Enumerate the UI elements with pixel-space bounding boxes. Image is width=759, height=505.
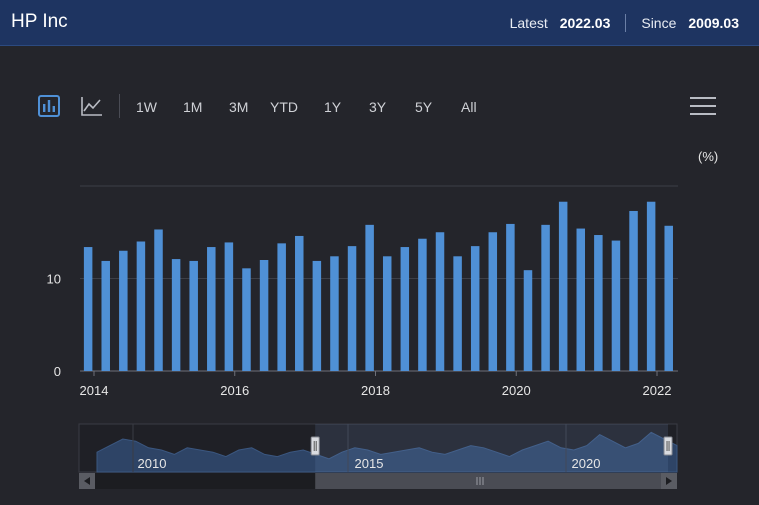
bar	[488, 232, 498, 371]
bar	[136, 241, 146, 371]
bar	[171, 259, 181, 371]
latest-value: 2022.03	[559, 15, 611, 31]
x-tick-label: 2018	[361, 383, 390, 398]
bar	[470, 246, 480, 371]
bar	[611, 240, 621, 371]
since-value: 2009.03	[688, 15, 739, 31]
bar	[541, 224, 550, 371]
y-axis-unit: (%)	[698, 149, 719, 164]
chart-toolbar: 1W 1M 3M YTD 1Y 3Y 5Y All	[0, 92, 759, 122]
bar	[154, 229, 163, 371]
line-chart-icon[interactable]	[81, 95, 103, 117]
navigator-selection	[315, 424, 669, 472]
bar	[277, 243, 286, 371]
range-1y-button[interactable]: 1Y	[324, 99, 342, 115]
bar	[400, 247, 410, 371]
bar	[207, 247, 216, 371]
bar	[435, 232, 445, 371]
bar	[453, 256, 462, 371]
bar	[295, 235, 304, 371]
menu-icon[interactable]	[690, 97, 716, 117]
bar	[312, 260, 322, 371]
range-ytd-button[interactable]: YTD	[270, 99, 298, 115]
scroll-right-icon	[666, 477, 672, 485]
bar	[418, 238, 427, 371]
x-tick-label: 2022	[643, 383, 672, 398]
since-label: Since	[641, 15, 677, 31]
bar	[189, 260, 198, 371]
bar	[330, 256, 339, 371]
navigator-label: 2015	[355, 456, 384, 471]
x-tick-label: 2016	[220, 383, 249, 398]
bar	[259, 260, 269, 371]
navigator-handle	[663, 436, 673, 456]
bar	[365, 224, 374, 371]
navigator-series-area	[96, 431, 678, 473]
bar	[523, 270, 533, 371]
range-1w-button[interactable]: 1W	[136, 99, 157, 115]
bar	[224, 242, 234, 371]
date-range-info: Latest 2022.03 Since 2009.03	[510, 14, 739, 32]
bar	[242, 268, 251, 371]
navigator-handle	[310, 436, 320, 456]
scrollbar-thumb	[315, 473, 677, 489]
bar	[83, 247, 93, 371]
range-3m-button[interactable]: 3M	[229, 99, 249, 115]
bar	[347, 246, 357, 371]
bar	[101, 260, 110, 371]
bar	[119, 250, 128, 371]
range-5y-button[interactable]: 5Y	[415, 99, 433, 115]
latest-label: Latest	[509, 15, 548, 31]
navigator-label: 2010	[138, 456, 167, 471]
range-1m-button[interactable]: 1M	[183, 99, 203, 115]
bar	[629, 210, 638, 371]
bar	[664, 225, 673, 371]
scroll-left-icon	[84, 477, 90, 485]
x-tick-label: 2020	[502, 383, 531, 398]
range-all-button[interactable]: All	[461, 99, 477, 115]
x-tick-label: 2014	[80, 383, 109, 398]
bar	[576, 228, 586, 371]
y-tick-label: 0	[54, 364, 61, 379]
bar	[558, 201, 568, 371]
header: HP Inc Latest 2022.03 Since 2009.03	[0, 0, 759, 46]
toolbar-divider	[119, 94, 120, 118]
range-3y-button[interactable]: 3Y	[369, 99, 387, 115]
navigator-label: 2020	[572, 456, 601, 471]
bar	[382, 256, 392, 371]
page-title: HP Inc	[11, 11, 68, 32]
bar	[594, 235, 603, 371]
bar	[646, 201, 656, 371]
bar	[506, 223, 515, 371]
y-tick-label: 10	[47, 272, 61, 287]
bar-chart-icon[interactable]	[38, 95, 60, 117]
meta-divider	[625, 14, 627, 32]
